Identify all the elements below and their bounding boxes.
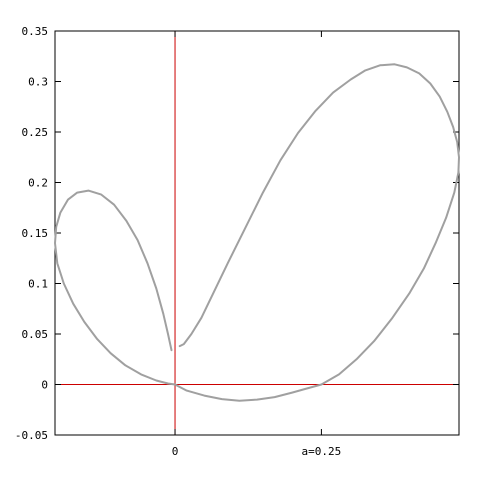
x-tick-label: 0 (172, 445, 179, 458)
y-tick-label: 0.35 (22, 25, 49, 38)
plot-frame (54, 30, 460, 436)
x-tick-label: a=0.25 (302, 445, 342, 458)
y-tick-label: 0.3 (28, 76, 48, 89)
y-tick-label: 0.15 (22, 227, 49, 240)
axis-ticks: 0.35 0.3 0.25 0.2 0.15 0.1 0.05 0 -0.05 0 a=0.25 (15, 25, 459, 458)
y-tick-label: 0.2 (28, 177, 48, 190)
reference-lines (55, 31, 459, 435)
y-tick-label: 0.25 (22, 126, 49, 139)
y-tick-label: 0 (41, 379, 48, 392)
y-tick-label: 0.1 (28, 278, 48, 291)
y-tick-label: 0.05 (22, 328, 49, 341)
series-group (54, 63, 460, 402)
series-line-0 (54, 63, 460, 402)
y-tick-label: -0.05 (15, 429, 48, 442)
